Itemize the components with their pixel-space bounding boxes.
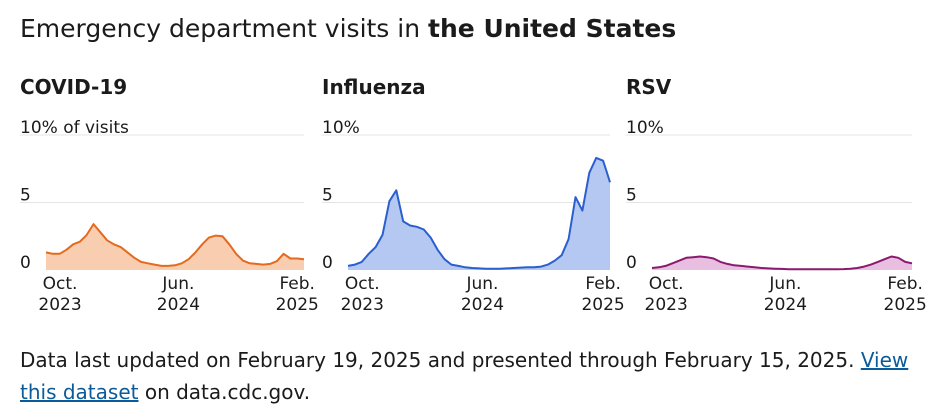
y-tick-label: 5	[322, 186, 333, 206]
covid-chart-title: COVID-19	[20, 75, 128, 99]
title-prefix: Emergency department visits in	[20, 14, 429, 43]
x-tick-month: Feb.	[585, 274, 621, 294]
series-line	[45, 223, 305, 267]
influenza-chart-title: Influenza	[322, 75, 426, 99]
x-tick-month: Feb.	[887, 274, 923, 294]
y-tick-label: 5	[626, 186, 637, 206]
x-tick-year: 2025	[884, 295, 927, 315]
y-tick-label: 0	[20, 253, 31, 273]
footnote-suffix: on data.cdc.gov.	[138, 380, 311, 404]
series-area	[652, 256, 912, 270]
footnote: Data last updated on February 19, 2025 a…	[20, 344, 920, 408]
y-tick-label: 10% of visits	[20, 118, 129, 138]
x-tick-year: 2025	[276, 295, 319, 315]
rsv-chart: 0 5 10% Oct.2023 Jun.2024 Feb.2025	[626, 118, 927, 315]
x-tick-month: Jun.	[465, 274, 498, 294]
x-tick-year: 2023	[341, 295, 384, 315]
series-area	[46, 224, 304, 270]
y-tick-label: 0	[322, 253, 333, 273]
series-line	[651, 255, 913, 271]
x-tick-month: Oct.	[345, 274, 380, 294]
y-tick-label: 5	[20, 186, 31, 206]
y-tick-label: 10%	[626, 118, 664, 138]
series-line	[347, 156, 611, 270]
x-tick-month: Jun.	[768, 274, 801, 294]
x-tick-month: Oct.	[43, 274, 78, 294]
x-tick-year: 2023	[38, 295, 81, 315]
x-tick-month: Oct.	[649, 274, 684, 294]
x-tick-year: 2024	[764, 295, 807, 315]
covid-chart: 0 5 10% of visits Oct.2023 Jun.2024 Feb.2025	[20, 118, 319, 315]
influenza-chart: 0 5 10% Oct.2023 Jun.2024 Feb.2025	[322, 118, 625, 315]
y-tick-label: 0	[626, 253, 637, 273]
footnote-text: Data last updated on February 19, 2025 a…	[20, 348, 861, 372]
x-tick-year: 2024	[157, 295, 200, 315]
rsv-chart-title: RSV	[626, 75, 672, 99]
x-tick-year: 2024	[461, 295, 504, 315]
y-tick-label: 10%	[322, 118, 360, 138]
x-tick-month: Jun.	[161, 274, 194, 294]
page-title: Emergency department visits in the Unite…	[20, 12, 676, 46]
x-tick-month: Feb.	[279, 274, 315, 294]
title-location: the United States	[428, 14, 677, 43]
x-tick-year: 2023	[645, 295, 688, 315]
series-area	[348, 157, 610, 270]
x-tick-year: 2025	[581, 295, 624, 315]
view-dataset-link[interactable]: View this dataset	[20, 348, 909, 404]
